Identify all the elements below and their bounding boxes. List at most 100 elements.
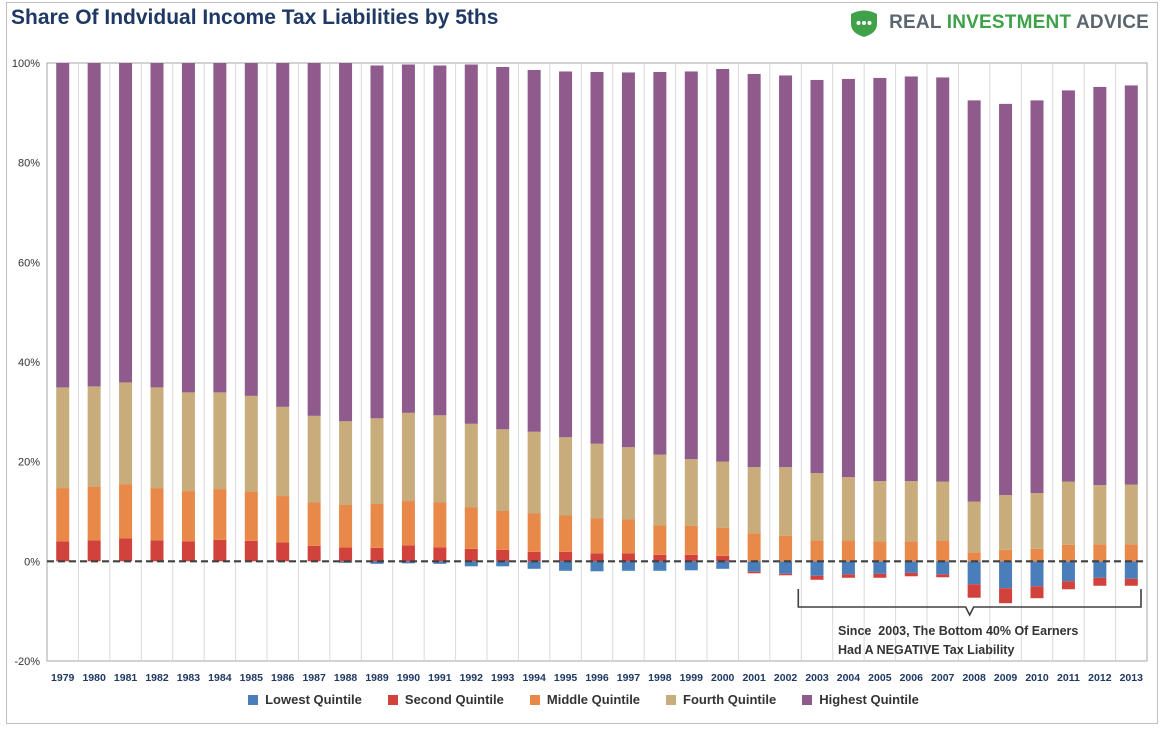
x-tick-label: 1992 — [460, 672, 484, 684]
brand-name-highlight: INVESTMENT — [946, 12, 1072, 33]
bar-highest-1980 — [87, 63, 101, 387]
bar-fourth-1982 — [150, 387, 164, 489]
bar-second-1985 — [244, 540, 258, 562]
x-tick-label: 1980 — [82, 672, 106, 684]
bar-highest-2012 — [1093, 86, 1107, 486]
legend-item-lowest[interactable]: Lowest Quintile — [248, 692, 362, 707]
bar-fourth-2013 — [1124, 484, 1138, 545]
y-tick-label: 0% — [24, 556, 40, 568]
bar-fourth-1992 — [464, 423, 478, 508]
legend-item-second[interactable]: Second Quintile — [387, 692, 504, 707]
legend-swatch-second — [387, 694, 398, 705]
bar-second-1991 — [433, 547, 447, 562]
bar-middle-1988 — [339, 505, 353, 548]
bar-fourth-1984 — [213, 392, 227, 490]
bar-highest-2013 — [1124, 85, 1138, 485]
bar-highest-1997 — [621, 72, 635, 448]
x-tick-label: 1988 — [334, 672, 358, 684]
bar-middle-1983 — [181, 491, 195, 542]
bar-second-1999 — [684, 554, 698, 562]
x-tick-label: 2012 — [1088, 672, 1112, 684]
bar-middle-1993 — [496, 511, 510, 550]
bar-lowest-2012 — [1093, 561, 1107, 578]
x-tick-label: 1994 — [522, 672, 546, 684]
bar-lowest-1999 — [684, 561, 698, 571]
bar-second-1997 — [621, 553, 635, 562]
bar-lowest-2006 — [904, 561, 918, 573]
x-tick-label: 1990 — [397, 672, 421, 684]
bar-highest-2010 — [1030, 100, 1044, 494]
bar-fourth-1990 — [401, 412, 415, 502]
brand-logo: REAL INVESTMENT ADVICE — [847, 8, 1149, 38]
legend-label-fourth: Fourth Quintile — [683, 692, 777, 707]
bar-lowest-2013 — [1124, 561, 1138, 579]
bar-lowest-1990 — [401, 561, 415, 564]
bar-fourth-1999 — [684, 459, 698, 526]
bar-second-1990 — [401, 545, 415, 562]
bar-middle-2005 — [873, 541, 887, 562]
legend-item-highest[interactable]: Highest Quintile — [802, 692, 919, 707]
x-tick-label: 2001 — [742, 672, 766, 684]
bar-fourth-1980 — [87, 386, 101, 487]
x-tick-label: 2008 — [962, 672, 986, 684]
bar-second-1984 — [213, 539, 227, 562]
legend-item-fourth[interactable]: Fourth Quintile — [666, 692, 776, 707]
x-tick-label: 1995 — [554, 672, 578, 684]
bar-second-1998 — [653, 554, 667, 562]
legend-swatch-highest — [802, 694, 813, 705]
x-tick-label: 2000 — [711, 672, 735, 684]
annotation-text-line: Had A NEGATIVE Tax Liability — [838, 643, 1014, 657]
bar-middle-2000 — [716, 527, 730, 556]
bar-second-1994 — [527, 551, 541, 562]
bar-middle-1998 — [653, 525, 667, 555]
bar-highest-1990 — [401, 64, 415, 413]
plot-area — [46, 62, 1148, 662]
legend-swatch-lowest — [248, 694, 259, 705]
bar-highest-2007 — [936, 77, 950, 482]
annotation-text-line: Since 2003, The Bottom 40% Of Earners — [838, 624, 1078, 638]
bar-second-2001 — [747, 571, 761, 574]
bar-fourth-2008 — [967, 501, 981, 553]
bar-fourth-2010 — [1030, 493, 1044, 549]
bar-middle-1979 — [56, 488, 70, 542]
bar-highest-2005 — [873, 77, 887, 482]
bar-second-2008 — [967, 584, 981, 598]
brand-name-prefix: REAL — [889, 12, 947, 33]
x-tick-label: 1997 — [617, 672, 641, 684]
bar-highest-2002 — [779, 75, 793, 468]
bar-lowest-2001 — [747, 561, 761, 572]
bar-middle-1980 — [87, 486, 101, 541]
bar-middle-2003 — [810, 540, 824, 562]
bar-middle-1986 — [276, 496, 290, 543]
legend-item-middle[interactable]: Middle Quintile — [529, 692, 640, 707]
bar-middle-1995 — [559, 515, 573, 552]
bar-fourth-1988 — [339, 421, 353, 506]
x-tick-label: 2006 — [900, 672, 924, 684]
bar-middle-1984 — [213, 489, 227, 540]
legend: Lowest Quintile Second Quintile Middle Q… — [0, 692, 1167, 707]
bar-middle-2004 — [841, 540, 855, 562]
bar-lowest-1992 — [464, 561, 478, 567]
bar-second-1986 — [276, 542, 290, 562]
x-tick-label: 2005 — [868, 672, 892, 684]
x-tick-label: 2010 — [1025, 672, 1049, 684]
bar-middle-1996 — [590, 518, 604, 554]
y-tick-label: 60% — [18, 257, 40, 269]
bar-lowest-2003 — [810, 561, 824, 576]
bar-fourth-2005 — [873, 481, 887, 542]
bar-highest-1983 — [181, 63, 195, 393]
bar-second-2006 — [904, 572, 918, 577]
bar-second-1989 — [370, 547, 384, 562]
y-tick-label: 100% — [12, 58, 40, 70]
bar-middle-2001 — [747, 533, 761, 562]
brand-name-suffix: ADVICE — [1071, 12, 1149, 33]
y-tick-label: -20% — [14, 656, 40, 668]
bar-fourth-2006 — [904, 481, 918, 542]
bar-middle-1987 — [307, 502, 321, 546]
x-tick-label: 2004 — [837, 672, 861, 684]
x-tick-label: 1985 — [240, 672, 264, 684]
bar-fourth-1989 — [370, 418, 384, 505]
bar-second-1979 — [56, 541, 70, 562]
bar-middle-1992 — [464, 507, 478, 549]
